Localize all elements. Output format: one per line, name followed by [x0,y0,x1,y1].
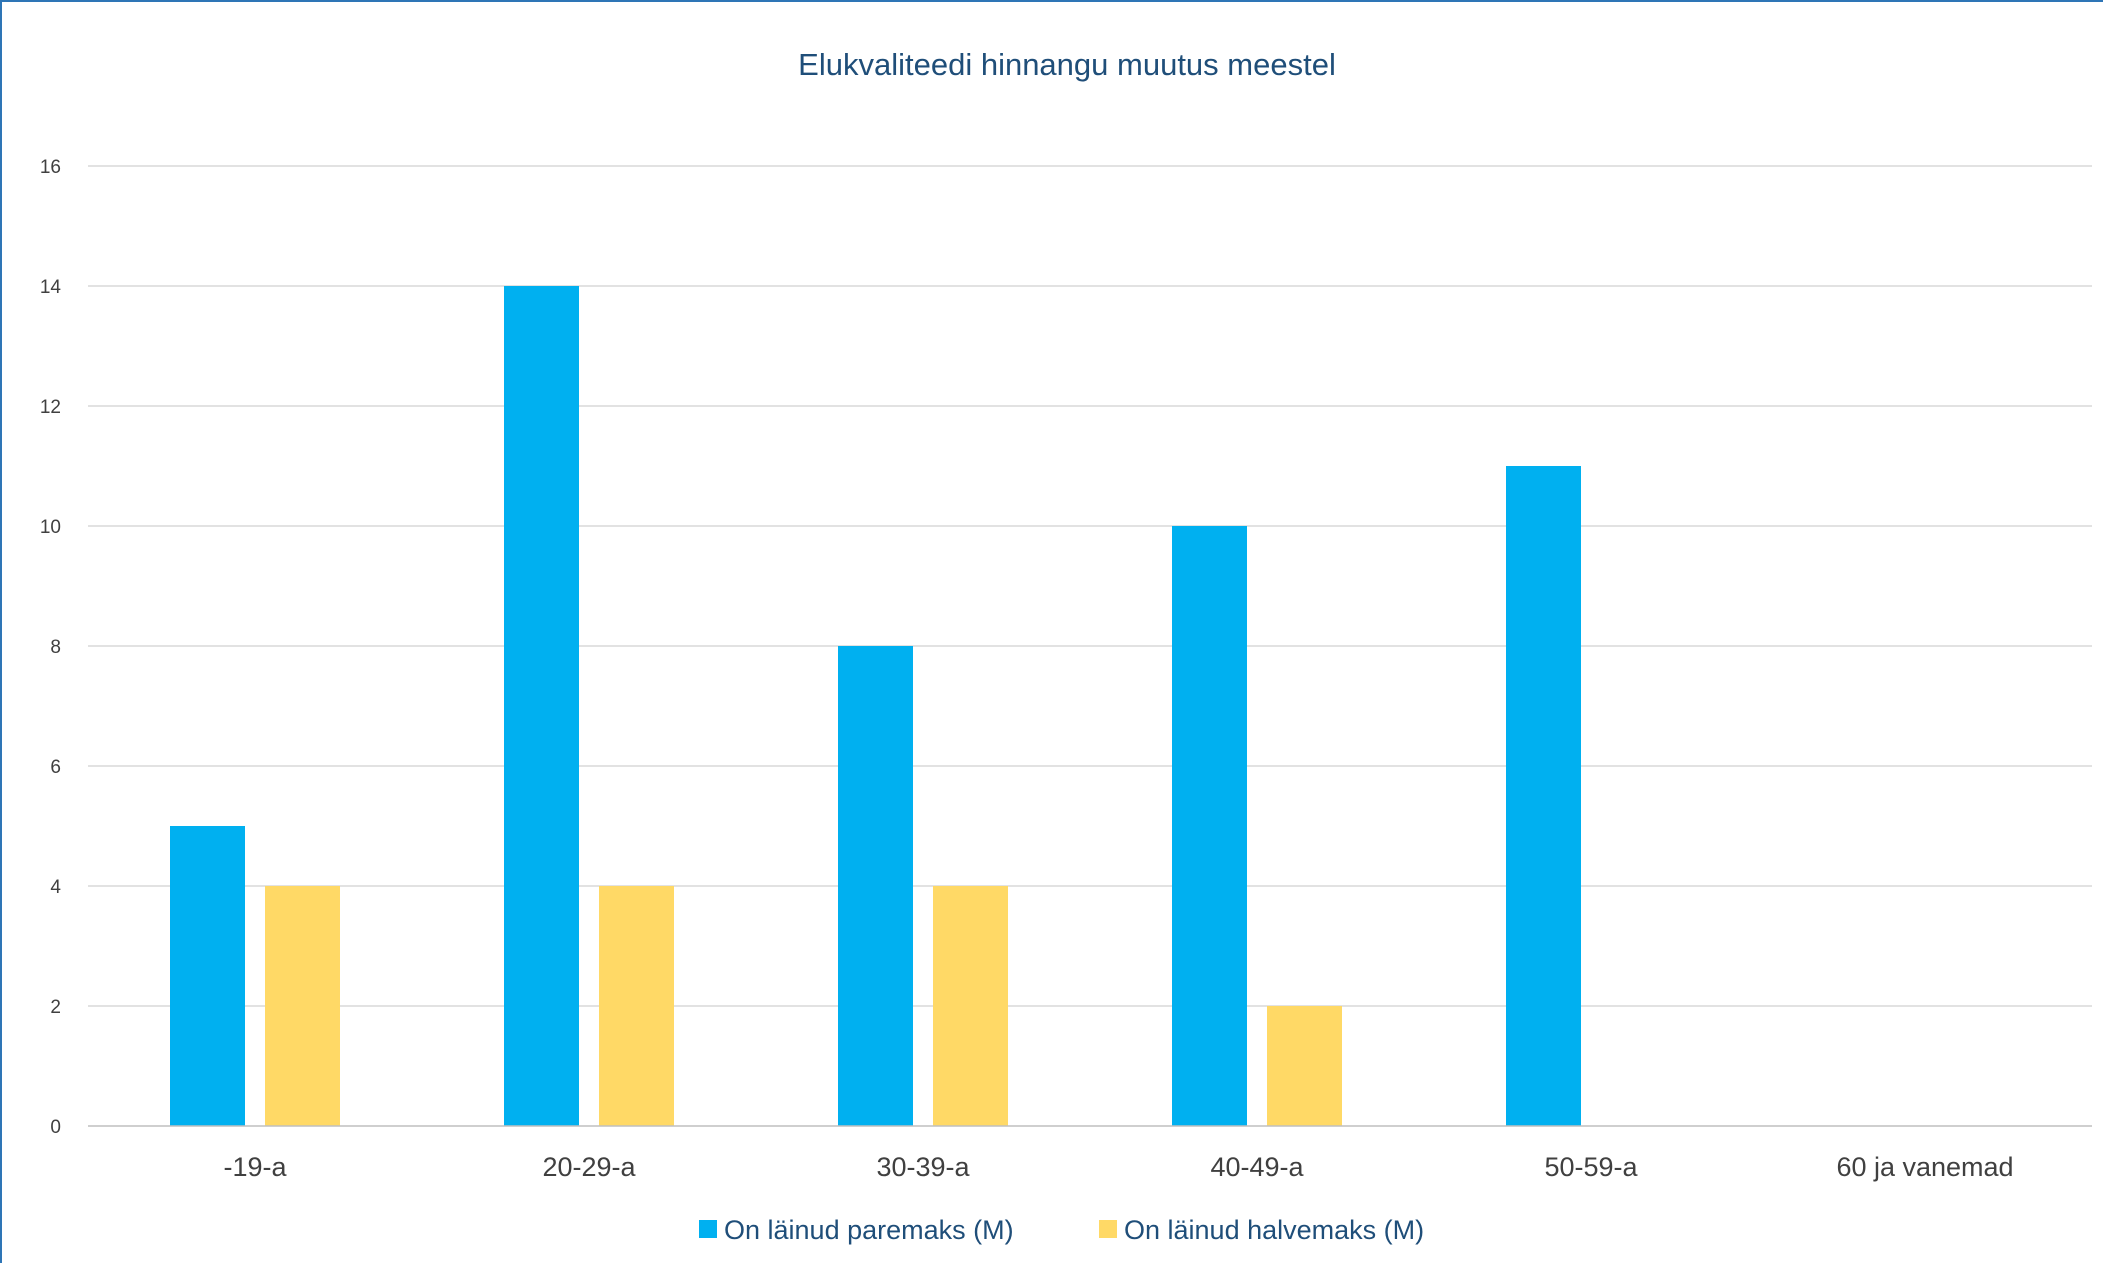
legend: On läinud paremaks (M) On läinud halvemak… [699,1215,1424,1245]
bar-better [838,646,913,1126]
bar-series [170,286,1581,1126]
legend-swatch [699,1220,717,1238]
bar-better [170,826,245,1126]
legend-label: On läinud halvemaks (M) [1124,1215,1424,1245]
bar-better [1506,466,1581,1126]
legend-label: On läinud paremaks (M) [724,1215,1014,1245]
y-tick-label: 2 [50,997,61,1018]
y-tick-label: 6 [50,757,61,778]
x-tick-label: 40-49-a [1210,1152,1304,1182]
bar-better [1172,526,1247,1126]
gridlines [88,165,2092,1007]
legend-swatch [1099,1220,1117,1238]
x-tick-label: 50-59-a [1544,1152,1638,1182]
bar-worse [599,886,674,1126]
x-tick-label: 30-39-a [876,1152,970,1182]
y-tick-label: 12 [40,397,61,418]
y-tick-label: 16 [40,157,61,178]
bar-worse [1267,1006,1342,1126]
bar-better [504,286,579,1126]
y-tick-label: 10 [40,517,61,538]
bar-worse [265,886,340,1126]
x-axis-tick-labels: -19-a 20-29-a 30-39-a 40-49-a 50-59-a 60 ja v… [223,1152,2013,1182]
x-tick-label: 60 ja vanemad [1836,1152,2013,1182]
y-tick-label: 8 [50,637,61,658]
x-tick-label: -19-a [223,1152,287,1182]
y-tick-label: 0 [50,1117,61,1138]
y-axis-tick-labels: 0 2 4 6 8 10 12 14 16 [40,157,62,1138]
bar-worse [933,886,1008,1126]
x-tick-label: 20-29-a [542,1152,636,1182]
y-tick-label: 4 [50,877,61,898]
chart-title: Elukvaliteedi hinnangu muutus meestel [798,47,1336,82]
y-tick-label: 14 [40,277,62,298]
